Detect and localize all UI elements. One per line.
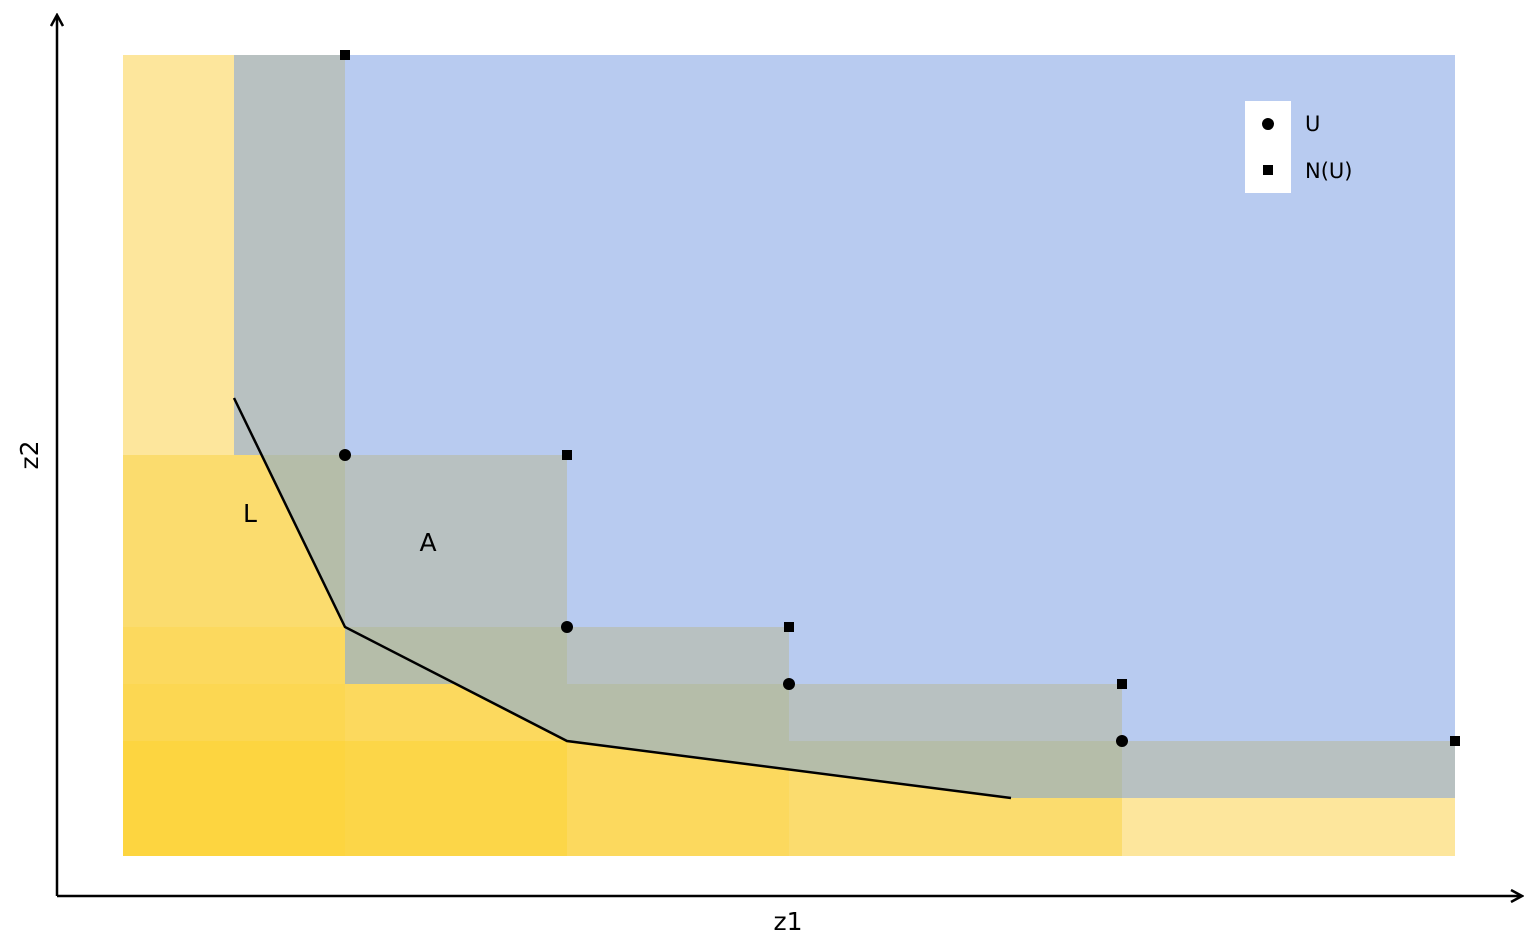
nu-point: [1117, 679, 1127, 689]
overlap-band: [789, 684, 1122, 741]
x-axis-label: z1: [773, 907, 802, 936]
u-point: [339, 449, 351, 461]
upper-region-band: [789, 627, 1455, 684]
overlap-band: [345, 627, 567, 684]
legend-square-marker: [1263, 165, 1273, 175]
nu-points: [340, 50, 1460, 746]
u-point: [783, 678, 795, 690]
overlap-band: [345, 455, 567, 627]
lower-region-band: [123, 741, 345, 856]
overlap-band: [1122, 741, 1455, 798]
upper-region-band: [567, 455, 1455, 627]
nu-point: [1450, 736, 1460, 746]
lower-bound-line: [232, 397, 1012, 800]
upper-region-label: A: [419, 528, 436, 557]
legend-label-nu: N(U): [1305, 159, 1352, 183]
overlap-band: [234, 55, 345, 455]
lower-region-band: [789, 798, 1122, 856]
u-points: [339, 449, 1128, 747]
y-axis-label: z2: [15, 440, 44, 469]
legend: U N(U): [1245, 101, 1352, 193]
upper-region: [345, 55, 1455, 741]
nu-point: [784, 622, 794, 632]
overlap-band: [567, 684, 789, 741]
upper-region-band: [1122, 684, 1455, 741]
legend-box: [1245, 101, 1291, 193]
nu-point: [340, 50, 350, 60]
nu-point: [562, 450, 572, 460]
legend-label-u: U: [1305, 112, 1320, 136]
lower-region-band: [123, 55, 234, 455]
lower-region-band: [1122, 798, 1455, 856]
u-point: [1116, 735, 1128, 747]
u-point: [561, 621, 573, 633]
lower-region-label: L: [243, 499, 257, 528]
legend-circle-marker: [1262, 118, 1274, 130]
lower-region-band: [345, 741, 567, 856]
lower-region-band: [123, 627, 345, 684]
overlap-wedge: [567, 741, 1122, 798]
lower-region-band: [123, 684, 345, 741]
overlap-band: [567, 627, 789, 684]
